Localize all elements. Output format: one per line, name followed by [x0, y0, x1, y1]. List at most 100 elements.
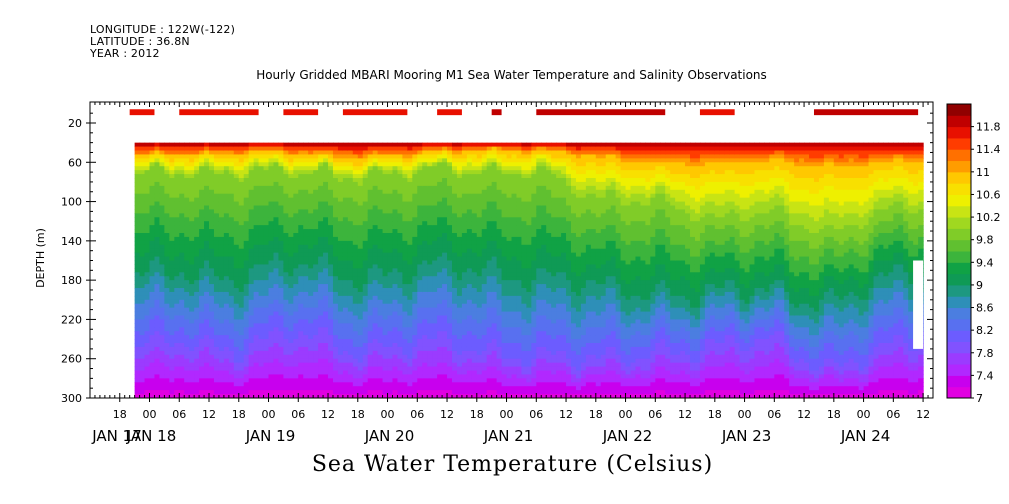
heatmap-cell	[228, 256, 235, 262]
heatmap-cell	[159, 252, 165, 258]
heatmap-cell	[149, 260, 156, 266]
heatmap-cell	[288, 256, 294, 262]
heatmap-cell	[308, 315, 314, 321]
heatmap-cell	[352, 394, 359, 398]
heatmap-cell	[134, 229, 141, 234]
heatmap-cell	[283, 390, 289, 395]
heatmap-cell	[164, 394, 170, 398]
heatmap-cell	[228, 311, 235, 317]
heatmap-cell	[209, 311, 215, 317]
heatmap-cell	[461, 150, 468, 156]
heatmap-cell	[273, 260, 280, 266]
heatmap-cell	[357, 225, 364, 230]
heatmap-cell	[412, 382, 418, 387]
heatmap-cell	[169, 217, 175, 222]
heatmap-cell	[263, 225, 270, 230]
heatmap-cell	[233, 358, 240, 364]
heatmap-cell	[362, 390, 369, 395]
heatmap-cell	[481, 276, 488, 281]
heatmap-cell	[228, 272, 235, 277]
heatmap-cell	[471, 205, 478, 211]
heatmap-cell	[194, 236, 200, 242]
heatmap-cell	[447, 166, 453, 171]
heatmap-cell	[149, 319, 156, 324]
heatmap-cell	[387, 291, 394, 297]
heatmap-cell	[149, 394, 156, 398]
heatmap-cell	[213, 174, 220, 179]
heatmap-cell	[248, 319, 255, 324]
heatmap-cell	[318, 185, 324, 191]
heatmap-cell	[179, 323, 185, 328]
heatmap-cell	[362, 201, 369, 207]
heatmap-cell	[456, 288, 463, 293]
heatmap-cell	[387, 181, 394, 187]
heatmap-cell	[347, 378, 354, 383]
heatmap-cell	[154, 146, 161, 152]
heatmap-cell	[238, 374, 245, 379]
heatmap-cell	[332, 268, 339, 273]
heatmap-cell	[501, 181, 508, 187]
heatmap-cell	[397, 209, 404, 214]
heatmap-cell	[422, 276, 428, 281]
heatmap-cell	[377, 346, 384, 352]
heatmap-cell	[283, 307, 289, 313]
heatmap-cell	[427, 343, 433, 348]
heatmap-cell	[407, 244, 413, 250]
heatmap-cell	[149, 252, 156, 258]
heatmap-cell	[293, 276, 299, 281]
heatmap-cell	[258, 142, 265, 148]
heatmap-cell	[447, 142, 453, 148]
heatmap-cell	[337, 303, 344, 309]
heatmap-cell	[476, 193, 483, 199]
heatmap-cell	[372, 221, 379, 226]
heatmap-cell	[253, 252, 260, 258]
heatmap-cell	[308, 378, 314, 383]
heatmap-cell	[342, 343, 349, 348]
heatmap-cell	[427, 185, 433, 191]
heatmap-cell	[169, 378, 175, 383]
heatmap-cell	[298, 209, 304, 214]
heatmap-cell	[471, 185, 478, 191]
heatmap-cell	[313, 378, 319, 383]
heatmap-cell	[432, 240, 438, 246]
heatmap-cell	[258, 264, 265, 269]
heatmap-cell	[313, 256, 319, 262]
heatmap-cell	[397, 189, 404, 195]
heatmap-cell	[412, 264, 418, 269]
heatmap-cell	[278, 362, 284, 368]
heatmap-cell	[134, 236, 141, 242]
heatmap-cell	[228, 221, 235, 226]
heatmap-cell	[511, 146, 518, 152]
heatmap-cell	[377, 154, 384, 159]
heatmap-cell	[233, 346, 240, 352]
heatmap-cell	[437, 178, 443, 183]
heatmap-cell	[268, 162, 275, 167]
heatmap-cell	[337, 386, 344, 391]
heatmap-cell	[323, 284, 329, 289]
heatmap-cell	[238, 295, 245, 301]
heatmap-cell	[199, 291, 205, 297]
heatmap-cell	[303, 276, 309, 281]
heatmap-cell	[283, 331, 289, 336]
heatmap-cell	[442, 225, 448, 230]
heatmap-cell	[407, 378, 413, 383]
heatmap-cell	[223, 213, 230, 218]
heatmap-cell	[352, 346, 359, 352]
heatmap-cell	[362, 374, 369, 379]
heatmap-cell	[377, 358, 384, 364]
heatmap-cell	[308, 307, 314, 313]
heatmap-cell	[273, 319, 280, 324]
heatmap-cell	[387, 166, 394, 171]
heatmap-cell	[144, 299, 151, 305]
heatmap-cell	[367, 280, 374, 285]
heatmap-cell	[258, 233, 265, 238]
heatmap-cell	[258, 343, 265, 348]
heatmap-cell	[397, 248, 404, 254]
heatmap-cell	[154, 315, 161, 321]
heatmap-cell	[184, 343, 190, 348]
heatmap-cell	[427, 276, 433, 281]
heatmap-cell	[164, 362, 170, 368]
heatmap-cell	[392, 162, 399, 167]
heatmap-cell	[471, 374, 478, 379]
heatmap-cell	[486, 229, 493, 234]
